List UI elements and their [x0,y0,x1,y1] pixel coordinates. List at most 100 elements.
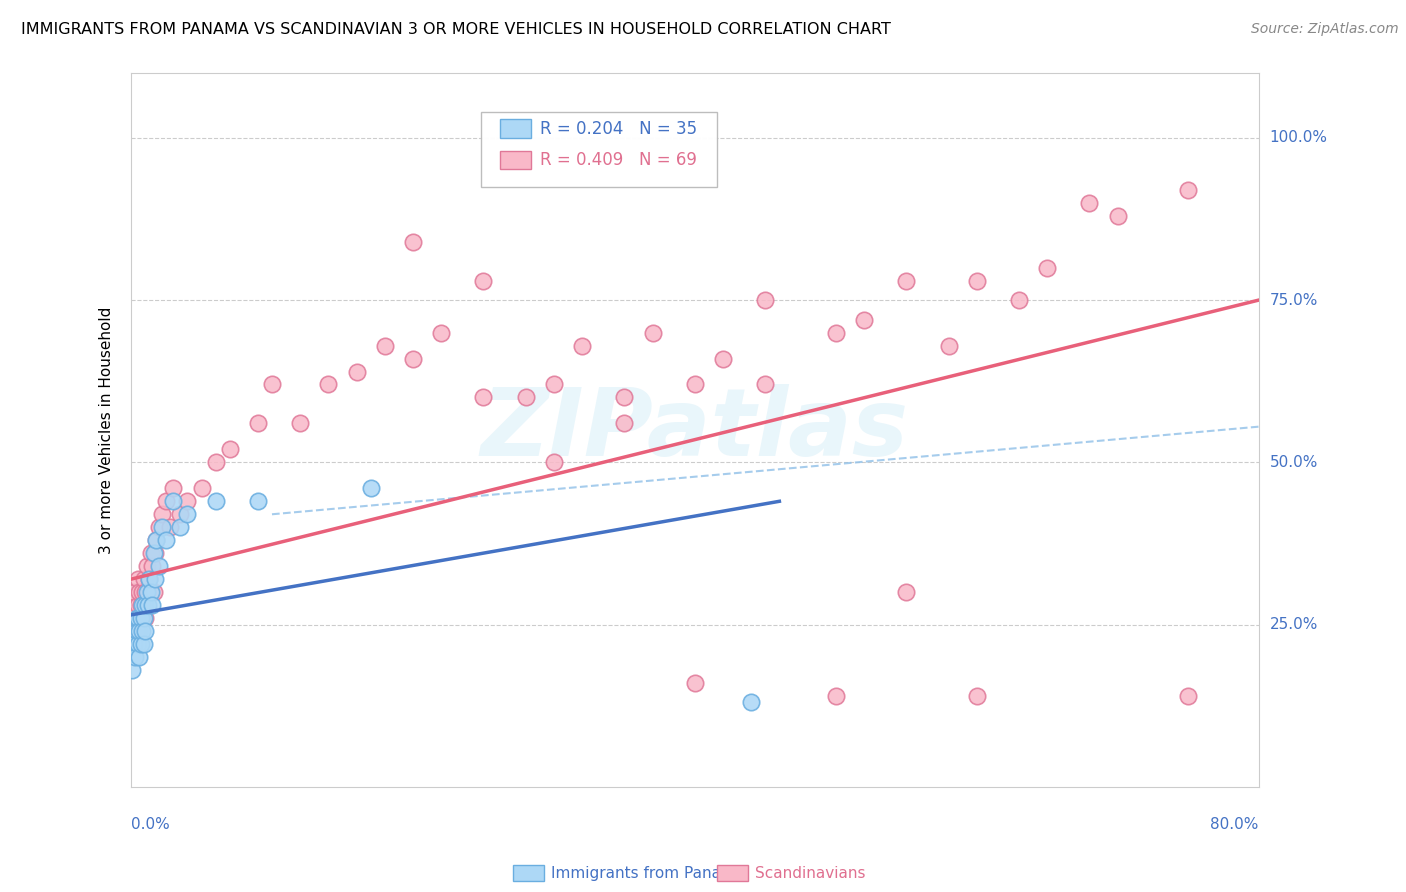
Point [1107,209,1129,223]
Text: ZIPatlas: ZIPatlas [481,384,908,476]
Point [472,274,495,288]
Point [131,585,153,599]
Text: Scandinavians: Scandinavians [755,866,866,880]
Point [128,624,150,639]
Point [136,598,159,612]
Point [346,364,368,378]
Point [124,650,146,665]
Point [129,637,152,651]
Point [162,481,184,495]
Point [260,377,283,392]
Point [132,598,155,612]
Text: 75.0%: 75.0% [1270,293,1317,308]
Point [288,417,311,431]
Point [145,533,167,548]
Point [143,572,166,586]
Point [122,585,145,599]
Point [1078,195,1101,210]
Point [138,572,160,586]
Point [966,274,988,288]
Point [132,611,155,625]
Point [129,611,152,625]
Point [896,585,918,599]
Point [125,624,148,639]
Point [1177,689,1199,703]
Point [155,533,177,548]
FancyBboxPatch shape [481,112,717,187]
Point [139,585,162,599]
Point [402,351,425,366]
FancyBboxPatch shape [499,120,531,138]
Point [1177,183,1199,197]
Point [711,351,734,366]
Point [824,326,846,340]
Point [136,585,159,599]
Point [824,689,846,703]
Text: IMMIGRANTS FROM PANAMA VS SCANDINAVIAN 3 OR MORE VEHICLES IN HOUSEHOLD CORRELATI: IMMIGRANTS FROM PANAMA VS SCANDINAVIAN 3… [21,22,891,37]
Point [543,377,565,392]
Point [571,338,593,352]
Point [543,455,565,469]
Point [145,533,167,548]
Point [430,326,453,340]
Point [641,326,664,340]
Point [938,338,960,352]
Point [515,391,537,405]
Point [472,391,495,405]
Point [162,494,184,508]
Point [169,520,191,534]
Point [374,338,396,352]
Point [127,572,149,586]
Point [128,624,150,639]
Point [143,546,166,560]
Point [852,312,875,326]
Point [141,559,163,574]
Point [148,520,170,534]
Point [134,624,156,639]
Point [204,455,226,469]
Point [128,650,150,665]
Point [204,494,226,508]
Point [1036,260,1059,275]
Point [613,391,636,405]
Text: 0.0%: 0.0% [131,817,170,832]
Text: R = 0.409   N = 69: R = 0.409 N = 69 [540,151,697,169]
Point [402,235,425,249]
Point [966,689,988,703]
Point [135,585,157,599]
Text: Immigrants from Panama: Immigrants from Panama [551,866,745,880]
Point [134,585,156,599]
Point [754,377,776,392]
Point [131,611,153,625]
Point [159,520,181,534]
Point [125,611,148,625]
Point [125,617,148,632]
Point [1008,293,1031,307]
Point [683,676,706,690]
Point [754,293,776,307]
Point [150,508,173,522]
Point [613,417,636,431]
Point [142,546,165,560]
Point [683,377,706,392]
Point [139,546,162,560]
Point [141,598,163,612]
Point [128,585,150,599]
Point [896,274,918,288]
Text: Source: ZipAtlas.com: Source: ZipAtlas.com [1251,22,1399,37]
Text: R = 0.204   N = 35: R = 0.204 N = 35 [540,120,697,137]
Point [148,559,170,574]
Point [176,508,198,522]
Point [246,417,269,431]
Point [129,598,152,612]
Point [150,520,173,534]
Point [121,663,143,677]
Text: 50.0%: 50.0% [1270,455,1317,470]
Point [131,624,153,639]
Point [190,481,212,495]
Point [740,696,762,710]
Point [127,611,149,625]
Point [132,637,155,651]
Point [142,585,165,599]
Point [122,637,145,651]
